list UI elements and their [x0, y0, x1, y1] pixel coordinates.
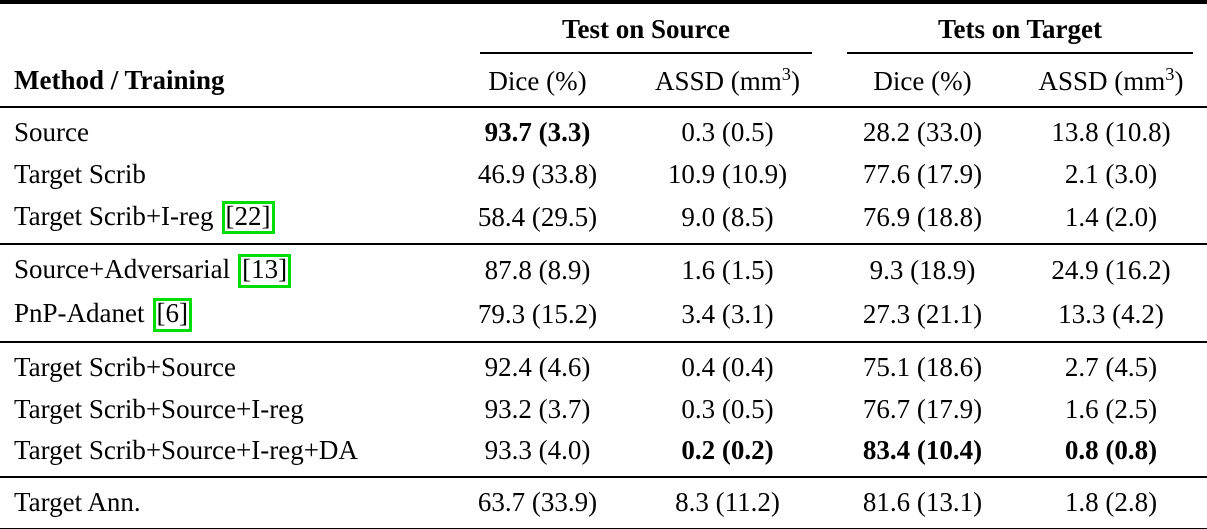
value-cell: 1.6 (2.5) [1064, 393, 1158, 424]
value-cell: 10.9 (10.9) [667, 158, 788, 189]
value-cell: 2.7 (4.5) [1015, 340, 1207, 389]
group-header-tets-on-target: Tets on Target [847, 14, 1193, 54]
method-cell: Source+Adversarial [13] [0, 243, 450, 293]
value-cell: 9.3 (18.9) [830, 243, 1015, 293]
assd-target-header: ASSD (mm3) [1015, 54, 1207, 108]
method-label: PnP-Adanet [14, 298, 145, 328]
assd-label: ASSD (mm [655, 66, 782, 96]
superscript: 3 [781, 64, 791, 84]
method-label: Target Ann. [14, 487, 141, 518]
value-cell: 13.8 (10.8) [1015, 106, 1207, 154]
assd-label: ASSD (mm [1038, 66, 1166, 96]
method-label: Target Scrib+I-reg [14, 200, 214, 231]
dice-label: Dice (%) [488, 66, 587, 96]
value-cell: 79.3 (15.2) [477, 298, 598, 329]
method-cell: Target Scrib [0, 154, 450, 196]
method-cell: Target Ann. [0, 476, 450, 529]
table-row: Source 93.7 (3.3) 0.3 (0.5) 28.2 (33.0) … [0, 106, 1207, 154]
value-cell: 3.4 (3.1) [681, 298, 774, 329]
value-cell: 77.6 (17.9) [862, 158, 983, 189]
group-header-cell-target: Tets on Target [830, 2, 1207, 54]
method-cell: Target Scrib+Source+I-reg [0, 389, 450, 431]
method-training-header: Method / Training [0, 54, 450, 108]
empty-corner-cell [0, 2, 450, 54]
value-cell: 63.7 (33.9) [450, 476, 625, 529]
value-cell: 27.3 (21.1) [862, 298, 983, 329]
value-cell: 0.3 (0.5) [681, 393, 774, 424]
value-cell: 0.3 (0.5) [625, 106, 830, 154]
value-cell: 9.0 (8.5) [681, 201, 774, 232]
method-label: Source [14, 117, 89, 147]
method-label: Source+Adversarial [14, 254, 231, 285]
method-label: Target Scrib+Source+I-reg+DA [14, 435, 358, 466]
value-cell: 76.9 (18.8) [862, 201, 983, 232]
citation-link[interactable]: [6] [152, 298, 192, 332]
citation-link[interactable]: [22] [221, 200, 275, 235]
column-header-row: Method / Training Dice (%) ASSD (mm3) Di… [0, 54, 1207, 108]
value-cell: 8.3 (11.2) [625, 476, 830, 529]
value-cell: 92.4 (4.6) [450, 340, 625, 389]
table-row: PnP-Adanet [6] 79.3 (15.2) 3.4 (3.1) 27.3… [0, 293, 1207, 342]
dice-target-header: Dice (%) [830, 54, 1015, 108]
value-cell: 87.8 (8.9) [450, 243, 625, 293]
value-cell: 81.6 (13.1) [830, 476, 1015, 529]
value-cell: 0.2 (0.2) [681, 435, 774, 466]
method-cell: Target Scrib+I-reg [22] [0, 196, 450, 245]
dice-source-header: Dice (%) [450, 54, 625, 108]
value-cell: 93.7 (3.3) [450, 106, 625, 154]
group-header-test-on-source: Test on Source [480, 14, 812, 54]
table-row: Source+Adversarial [13] 87.8 (8.9) 1.6 (1… [0, 243, 1207, 293]
table-row: Target Ann. 63.7 (33.9) 8.3 (11.2) 81.6 … [0, 476, 1207, 529]
assd-source-header: ASSD (mm3) [625, 54, 830, 108]
table-row: Target Scrib 46.9 (33.8) 10.9 (10.9) 77.… [0, 154, 1207, 196]
method-label: Target Scrib+Source+I-reg [14, 393, 304, 424]
method-label: Target Scrib [14, 158, 146, 189]
value-cell: 83.4 (10.4) [862, 435, 983, 466]
value-cell: 1.8 (2.8) [1015, 476, 1207, 529]
value-cell: 46.9 (33.8) [477, 158, 598, 189]
value-cell: 24.9 (16.2) [1015, 243, 1207, 293]
method-cell: Target Scrib+Source+I-reg+DA [0, 430, 450, 477]
table-row: Target Scrib+I-reg [22] 58.4 (29.5) 9.0 (… [0, 196, 1207, 245]
method-cell: Target Scrib+Source [0, 340, 450, 389]
group-header-cell-source: Test on Source [450, 2, 830, 54]
value-cell: 0.8 (0.8) [1064, 435, 1158, 466]
citation-link[interactable]: [13] [238, 254, 292, 288]
value-cell: 13.3 (4.2) [1058, 298, 1164, 329]
method-cell: PnP-Adanet [6] [0, 293, 450, 342]
value-cell: 2.1 (3.0) [1064, 158, 1158, 189]
value-cell: 75.1 (18.6) [830, 340, 1015, 389]
method-label: Target Scrib+Source [14, 351, 237, 382]
table-row: Target Scrib+Source 92.4 (4.6) 0.4 (0.4)… [0, 340, 1207, 389]
method-cell: Source [0, 106, 450, 154]
value-cell: 28.2 (33.0) [830, 106, 1015, 154]
value-cell: 93.2 (3.7) [484, 393, 591, 424]
value-cell: 76.7 (17.9) [862, 393, 983, 424]
value-cell: 0.4 (0.4) [625, 340, 830, 389]
value-cell: 93.3 (4.0) [484, 435, 591, 466]
group-header-row: Test on Source Tets on Target [0, 2, 1207, 54]
dice-label: Dice (%) [873, 66, 972, 96]
table-row: Target Scrib+Source+I-reg+DA 93.3 (4.0) … [0, 430, 1207, 477]
value-cell: 1.6 (1.5) [625, 243, 830, 293]
superscript: 3 [1165, 64, 1175, 84]
table-row: Target Scrib+Source+I-reg 93.2 (3.7) 0.3… [0, 389, 1207, 431]
value-cell: 1.4 (2.0) [1064, 201, 1158, 232]
value-cell: 58.4 (29.5) [477, 201, 598, 232]
